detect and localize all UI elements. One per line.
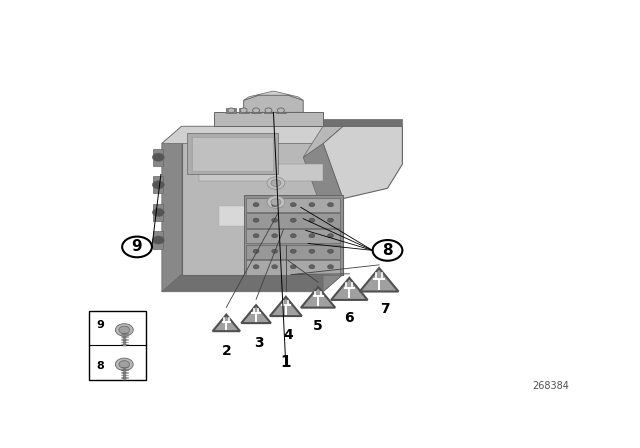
Bar	[154, 176, 163, 194]
Bar	[246, 229, 340, 244]
Circle shape	[265, 108, 272, 113]
Circle shape	[253, 218, 259, 222]
Circle shape	[328, 218, 333, 222]
Circle shape	[309, 218, 315, 222]
Circle shape	[152, 208, 164, 216]
Circle shape	[152, 181, 164, 189]
Text: 8: 8	[382, 243, 393, 258]
Circle shape	[277, 108, 284, 113]
Text: 9: 9	[97, 319, 105, 330]
Text: 268384: 268384	[532, 381, 570, 391]
Text: 8: 8	[97, 361, 104, 371]
Polygon shape	[303, 143, 343, 212]
Bar	[264, 108, 273, 113]
Polygon shape	[360, 268, 399, 292]
Circle shape	[152, 153, 164, 161]
Circle shape	[291, 249, 296, 253]
Bar	[244, 195, 343, 275]
Circle shape	[115, 358, 133, 370]
Circle shape	[267, 196, 285, 208]
Polygon shape	[214, 112, 323, 126]
Circle shape	[271, 198, 281, 206]
Bar	[191, 137, 273, 171]
Circle shape	[372, 240, 403, 261]
Bar	[251, 108, 261, 113]
Polygon shape	[199, 164, 323, 181]
Bar	[154, 204, 163, 221]
Circle shape	[271, 180, 281, 186]
Circle shape	[272, 218, 278, 222]
Circle shape	[272, 234, 278, 238]
Bar	[246, 245, 340, 259]
Circle shape	[152, 236, 164, 244]
Circle shape	[328, 234, 333, 238]
Circle shape	[240, 108, 247, 113]
Bar	[89, 311, 146, 380]
Text: 2: 2	[221, 344, 231, 358]
Bar	[154, 232, 163, 249]
Circle shape	[291, 265, 296, 269]
Polygon shape	[323, 126, 343, 292]
Polygon shape	[162, 275, 343, 292]
Bar	[246, 214, 340, 228]
Text: 3: 3	[253, 336, 264, 349]
Circle shape	[309, 249, 315, 253]
Circle shape	[253, 202, 259, 207]
Circle shape	[119, 326, 130, 334]
Circle shape	[309, 234, 315, 238]
Circle shape	[328, 249, 333, 253]
Text: 9: 9	[132, 239, 142, 254]
Bar	[246, 260, 340, 275]
Circle shape	[272, 265, 278, 269]
Circle shape	[253, 265, 259, 269]
Circle shape	[253, 234, 259, 238]
Circle shape	[291, 234, 296, 238]
Circle shape	[328, 202, 333, 207]
Text: 7: 7	[380, 302, 390, 316]
Polygon shape	[162, 126, 182, 292]
Circle shape	[267, 177, 285, 190]
Bar	[227, 108, 236, 113]
Text: 4: 4	[284, 328, 293, 342]
Bar	[276, 108, 286, 113]
Polygon shape	[331, 278, 367, 300]
Polygon shape	[244, 95, 303, 112]
Circle shape	[253, 249, 259, 253]
Text: 1: 1	[280, 355, 291, 370]
Circle shape	[253, 108, 260, 113]
Circle shape	[328, 265, 333, 269]
Polygon shape	[323, 126, 403, 198]
Circle shape	[228, 108, 235, 113]
Circle shape	[309, 265, 315, 269]
Bar	[187, 133, 278, 174]
Bar	[239, 108, 249, 113]
Circle shape	[122, 237, 152, 257]
Circle shape	[291, 218, 296, 222]
Circle shape	[291, 202, 296, 207]
Polygon shape	[219, 206, 323, 226]
Circle shape	[115, 323, 133, 336]
Polygon shape	[301, 287, 335, 308]
Polygon shape	[182, 126, 343, 275]
Circle shape	[272, 249, 278, 253]
Text: 5: 5	[313, 319, 323, 333]
Text: 6: 6	[344, 311, 354, 325]
Bar	[154, 149, 163, 166]
Polygon shape	[323, 119, 403, 126]
Polygon shape	[270, 297, 302, 316]
Circle shape	[309, 202, 315, 207]
Polygon shape	[212, 314, 240, 331]
Bar	[246, 198, 340, 212]
Polygon shape	[162, 126, 343, 143]
Circle shape	[272, 202, 278, 207]
Polygon shape	[241, 305, 271, 323]
Polygon shape	[303, 126, 343, 157]
Circle shape	[119, 361, 130, 368]
Polygon shape	[244, 91, 303, 100]
